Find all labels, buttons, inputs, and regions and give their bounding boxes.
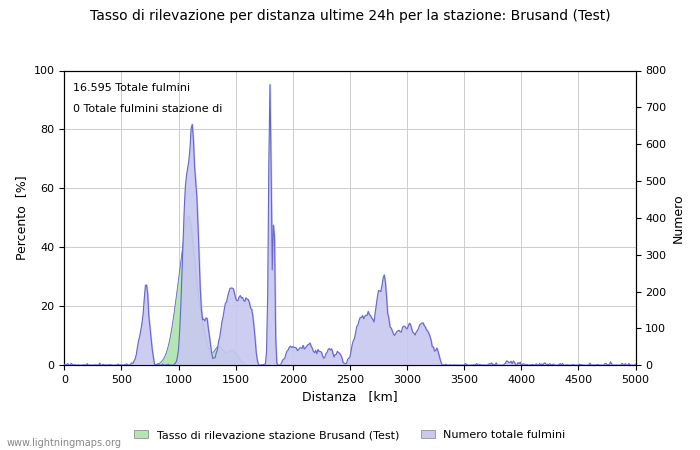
Text: Tasso di rilevazione per distanza ultime 24h per la stazione: Brusand (Test): Tasso di rilevazione per distanza ultime… [90, 9, 610, 23]
Legend: Tasso di rilevazione stazione Brusand (Test), Numero totale fulmini: Tasso di rilevazione stazione Brusand (T… [130, 425, 570, 445]
Text: 0 Totale fulmini stazione di: 0 Totale fulmini stazione di [73, 104, 222, 114]
Y-axis label: Percento  [%]: Percento [%] [15, 176, 28, 260]
X-axis label: Distanza   [km]: Distanza [km] [302, 391, 398, 404]
Text: 16.595 Totale fulmini: 16.595 Totale fulmini [73, 83, 190, 93]
Text: www.lightningmaps.org: www.lightningmaps.org [7, 438, 122, 448]
Y-axis label: Numero: Numero [672, 193, 685, 243]
